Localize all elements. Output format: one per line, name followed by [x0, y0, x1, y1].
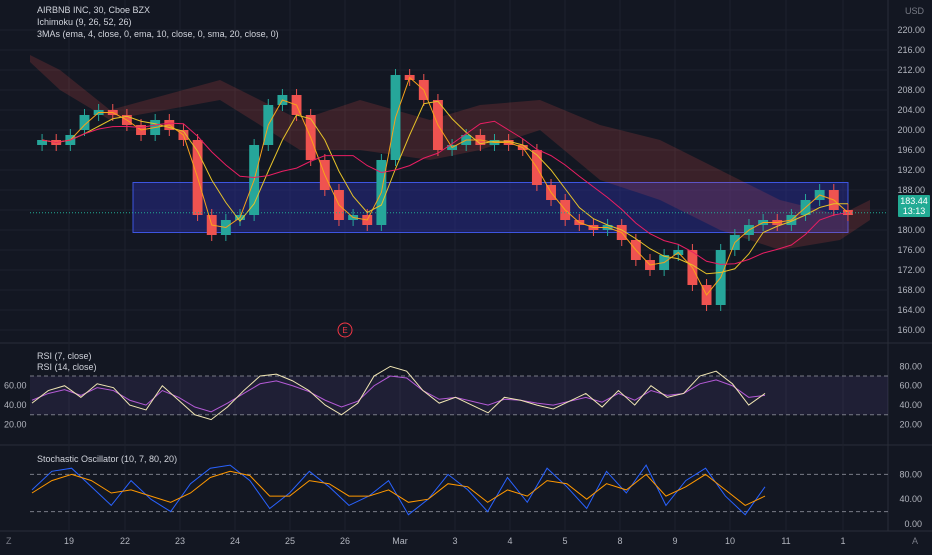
- time-label: 10: [725, 536, 735, 546]
- price-tick-label: 216.00: [897, 45, 925, 55]
- time-label: 5: [562, 536, 567, 546]
- time-label: 8: [617, 536, 622, 546]
- price-tick-label: 192.00: [897, 165, 925, 175]
- stoch-tick-label: 0.00: [904, 519, 922, 529]
- earnings-marker-label: E: [342, 326, 347, 335]
- stoch-tick-label: 40.00: [899, 494, 922, 504]
- rsi-tick-label: 60.00: [899, 381, 922, 391]
- moving-averages-legend[interactable]: 3MAs (ema, 4, close, 0, ema, 10, close, …: [37, 29, 279, 39]
- ichimoku-cloud: [30, 55, 870, 250]
- rsi7-line: [31, 365, 766, 421]
- stoch-k-line: [31, 464, 766, 516]
- price-tick-label: 188.00: [897, 185, 925, 195]
- price-tick-label: 212.00: [897, 65, 925, 75]
- price-tick-label: 172.00: [897, 265, 925, 275]
- time-label: 9: [672, 536, 677, 546]
- price-tick-label: 200.00: [897, 125, 925, 135]
- price-tick-label: 168.00: [897, 285, 925, 295]
- time-label: 11: [781, 536, 790, 546]
- rsi14-legend[interactable]: RSI (14, close): [37, 362, 97, 372]
- moving-average-line: [41, 100, 848, 275]
- ichimoku-legend[interactable]: Ichimoku (9, 26, 52, 26): [37, 17, 132, 27]
- rsi-tick-label: 20.00: [899, 419, 922, 429]
- price-tick-label: 164.00: [897, 305, 925, 315]
- price-tick-label: 176.00: [897, 245, 925, 255]
- time-label: 19: [64, 536, 74, 546]
- moving-average-line: [41, 76, 849, 296]
- time-label: 23: [175, 536, 185, 546]
- bar-countdown: 13:13: [902, 206, 926, 216]
- rsi-tick-label: 40.00: [899, 400, 922, 410]
- symbol-legend[interactable]: AIRBNB INC, 30, Cboe BZX: [37, 5, 151, 15]
- price-tick-label: 220.00: [897, 25, 925, 35]
- price-tick-label: 160.00: [897, 325, 925, 335]
- auto-scale-button[interactable]: A: [912, 536, 919, 546]
- price-tick-label: 180.00: [897, 225, 925, 235]
- time-label: 3: [452, 536, 457, 546]
- price-tick-label: 204.00: [897, 105, 925, 115]
- currency-label: USD: [905, 6, 925, 16]
- rsi-band: [30, 376, 888, 415]
- time-label: 25: [285, 536, 295, 546]
- price-tick-label: 196.00: [897, 145, 925, 155]
- last-price-tag: 183.44 13:13: [898, 195, 930, 217]
- candle-body: [37, 140, 48, 145]
- stoch-d-line: [31, 470, 766, 506]
- rsi-left-tick-label: 40.00: [4, 400, 27, 410]
- rsi-tick-label: 80.00: [899, 361, 922, 371]
- time-label: 26: [340, 536, 350, 546]
- time-label: Mar: [392, 536, 408, 546]
- price-tick-label: 208.00: [897, 85, 925, 95]
- earnings-marker: [337, 322, 353, 338]
- time-label: 1: [840, 536, 845, 546]
- rsi-left-tick-label: 60.00: [4, 381, 27, 391]
- time-label: 4: [507, 536, 512, 546]
- time-label: 24: [230, 536, 240, 546]
- candle-body: [79, 115, 90, 130]
- moving-average-line: [41, 120, 849, 265]
- last-price-value: 183.44: [900, 196, 928, 206]
- rsi-left-tick-label: 20.00: [4, 419, 27, 429]
- time-label: 22: [120, 536, 130, 546]
- stochastic-legend[interactable]: Stochastic Oscillator (10, 7, 80, 20): [37, 454, 178, 464]
- rsi7-legend[interactable]: RSI (7, close): [37, 351, 92, 361]
- timezone-corner[interactable]: Z: [6, 536, 12, 546]
- stoch-tick-label: 80.00: [899, 469, 922, 479]
